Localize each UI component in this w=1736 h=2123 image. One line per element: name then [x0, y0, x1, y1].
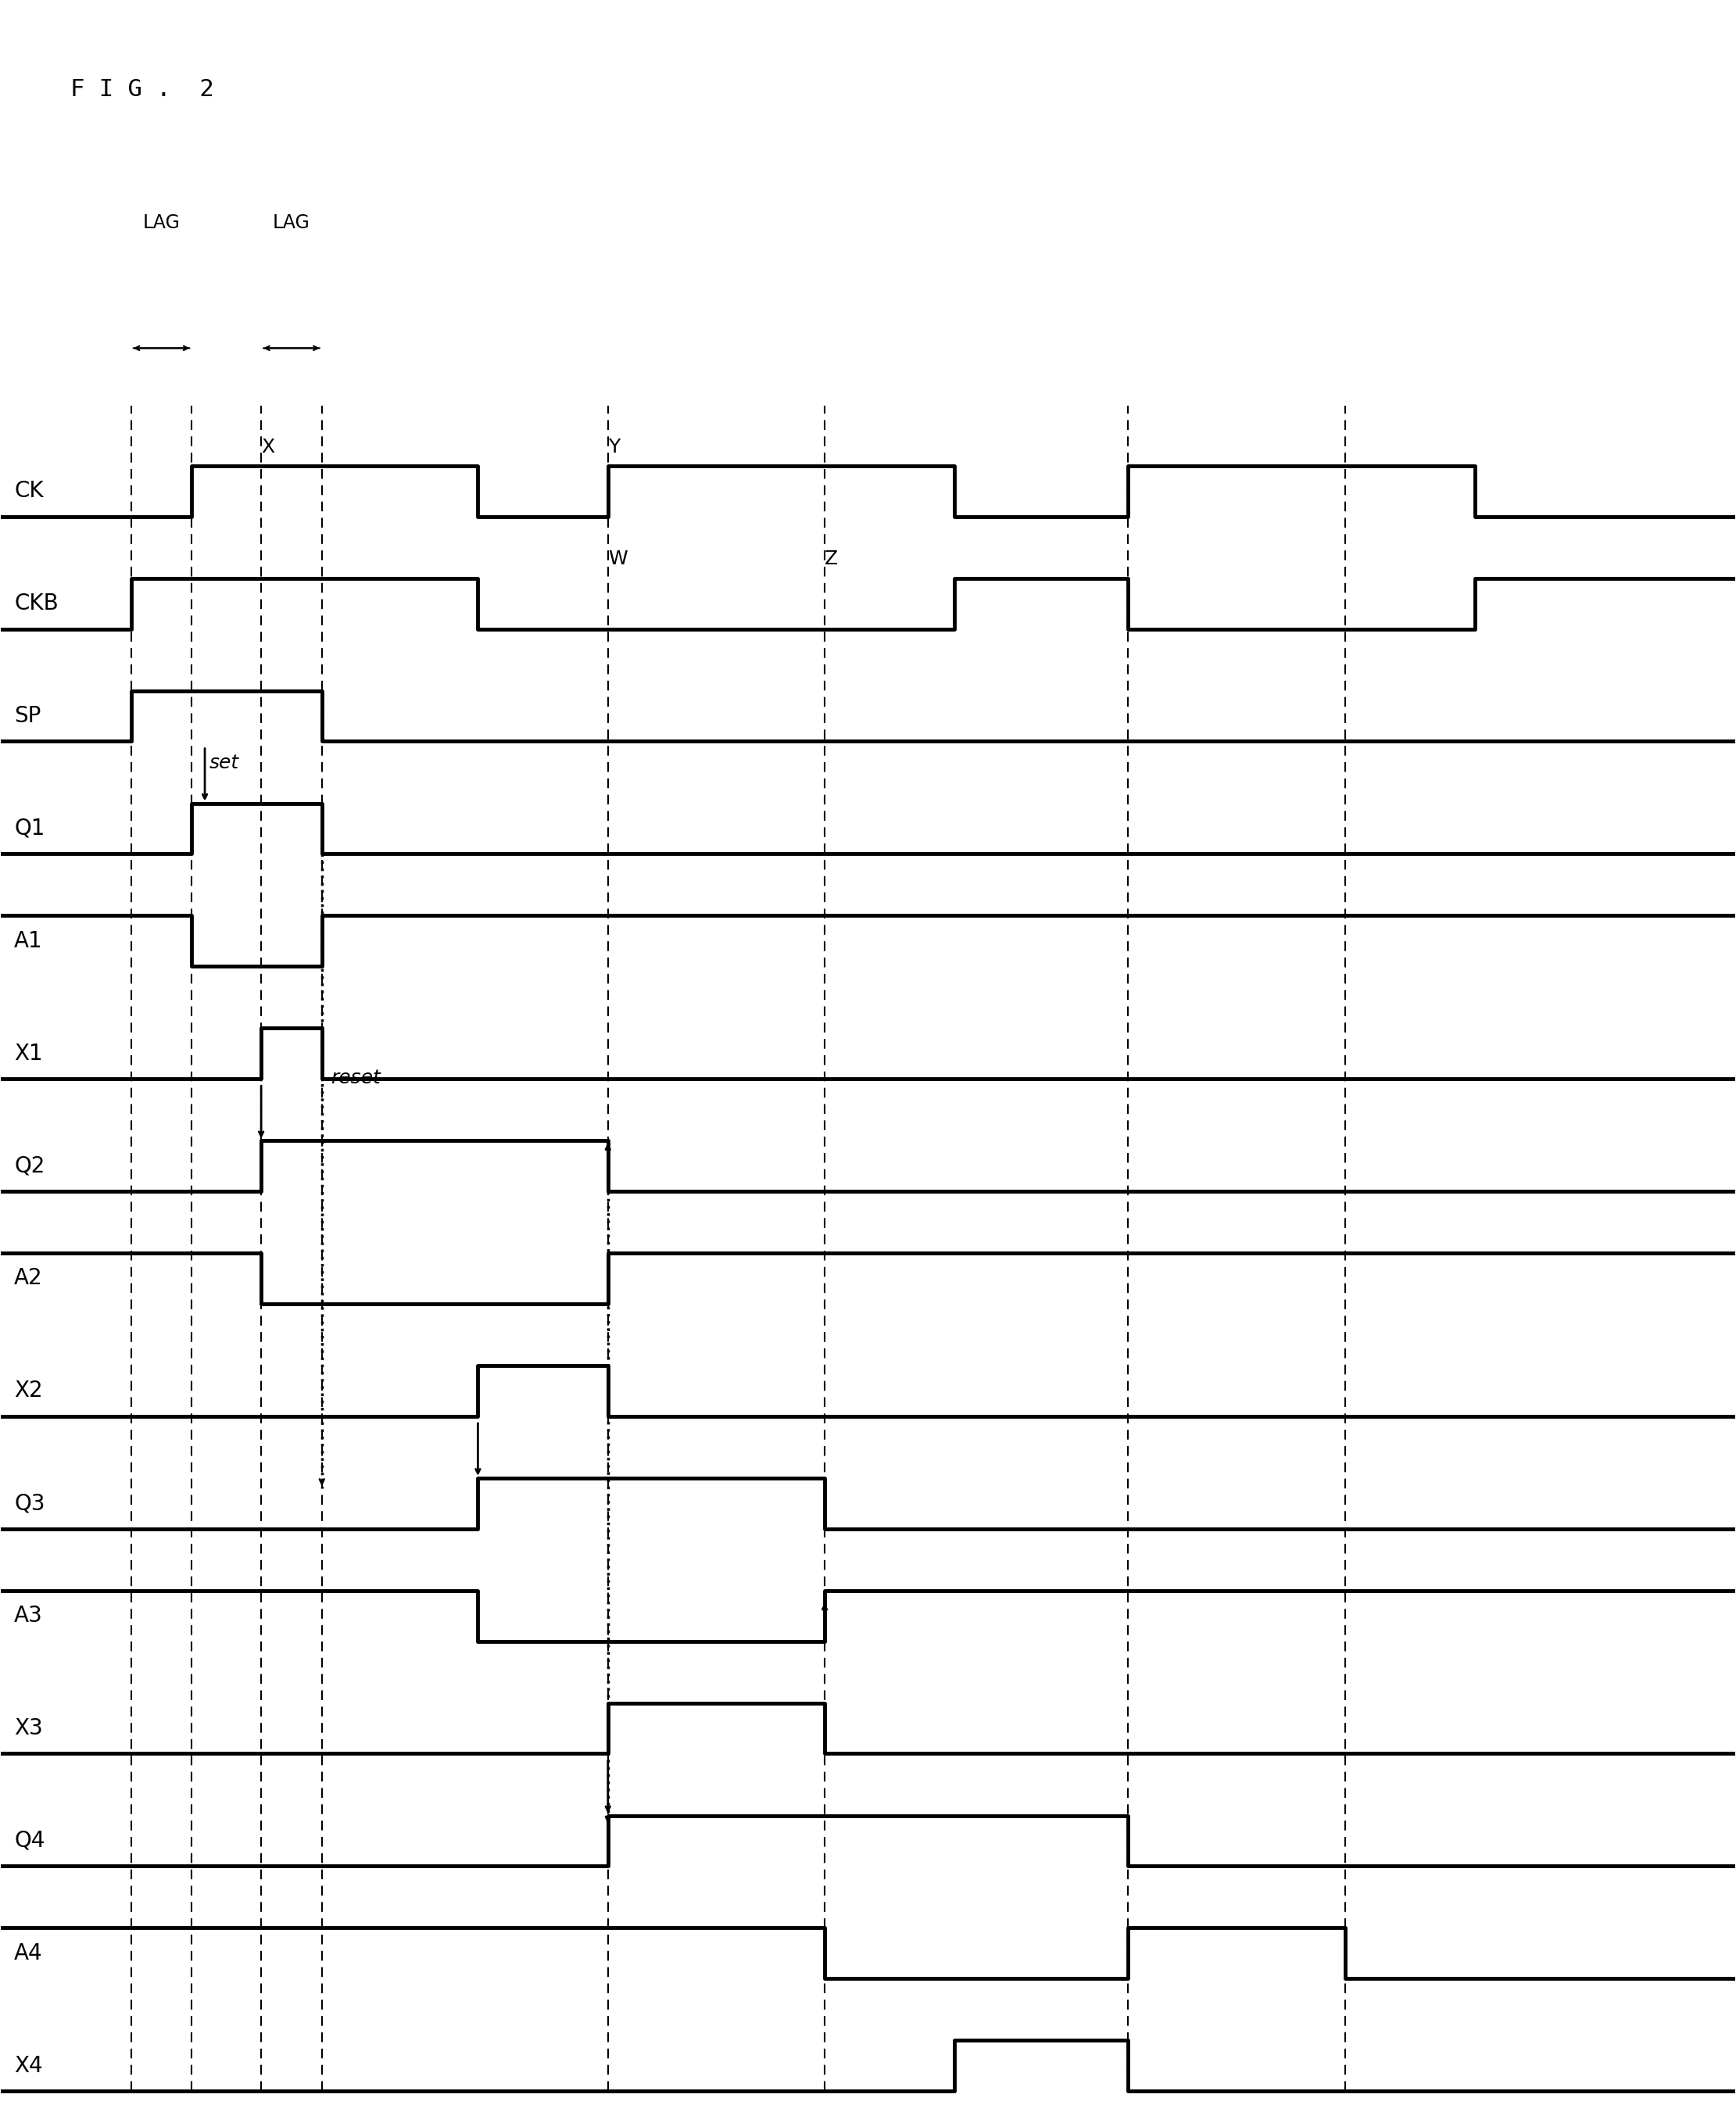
Text: LAG: LAG [142, 214, 181, 231]
Text: Q1: Q1 [14, 817, 45, 839]
Text: F I G .  2: F I G . 2 [71, 79, 214, 102]
Text: W: W [608, 550, 627, 569]
Text: Q3: Q3 [14, 1492, 45, 1514]
Text: CK: CK [14, 480, 43, 501]
Text: Y: Y [608, 437, 620, 456]
Text: reset: reset [330, 1068, 380, 1087]
Text: Q2: Q2 [14, 1155, 45, 1176]
Text: set: set [208, 754, 240, 773]
Text: SP: SP [14, 705, 42, 726]
Text: A4: A4 [14, 1943, 43, 1964]
Text: A2: A2 [14, 1267, 43, 1289]
Text: X4: X4 [14, 2055, 43, 2076]
Text: X: X [260, 437, 274, 456]
Text: A3: A3 [14, 1605, 43, 1626]
Text: X1: X1 [14, 1042, 43, 1064]
Text: Z: Z [825, 550, 838, 569]
Text: Q4: Q4 [14, 1830, 45, 1851]
Text: LAG: LAG [273, 214, 311, 231]
Text: A1: A1 [14, 930, 43, 951]
Text: CKB: CKB [14, 592, 59, 614]
Text: X2: X2 [14, 1380, 43, 1401]
Text: X3: X3 [14, 1718, 43, 1739]
